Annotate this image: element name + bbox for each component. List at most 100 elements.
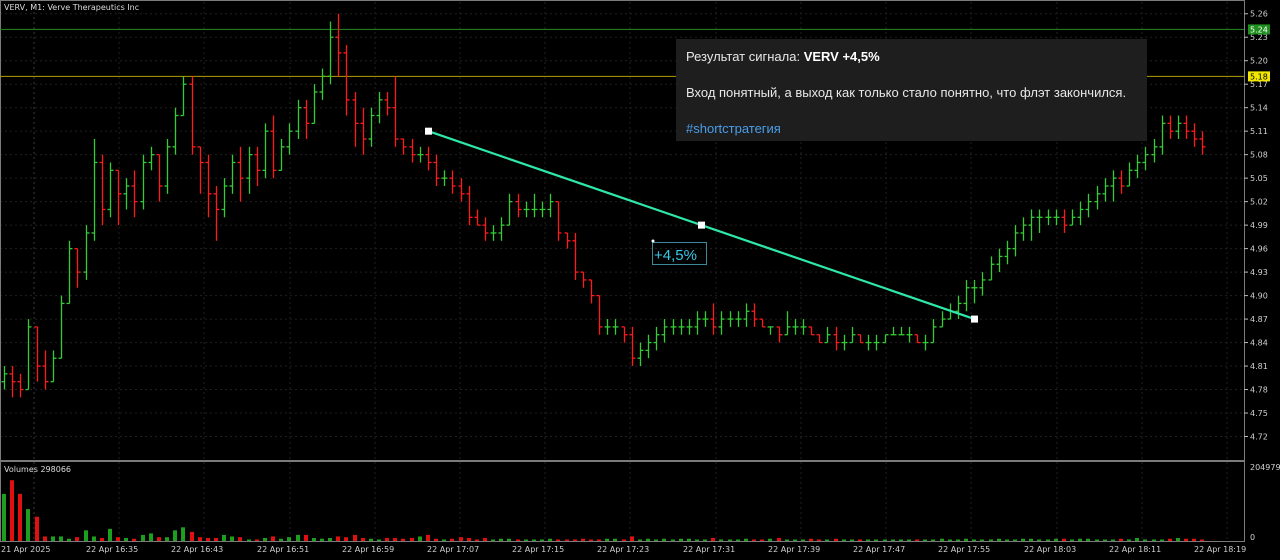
volume-panel-frame bbox=[0, 461, 1245, 542]
volume-bar bbox=[801, 539, 805, 541]
x-tick-label: 22 Apr 17:15 bbox=[512, 545, 564, 554]
price-badge-current bbox=[1248, 71, 1270, 82]
volume-bar bbox=[850, 539, 854, 541]
ohlc-bar bbox=[670, 319, 677, 335]
ohlc-bar bbox=[131, 170, 138, 218]
ohlc-series bbox=[1, 13, 1206, 398]
volume-bar bbox=[1200, 539, 1204, 541]
ohlc-bar bbox=[702, 311, 709, 327]
ohlc-bar bbox=[727, 311, 734, 327]
ohlc-bar bbox=[979, 272, 986, 296]
y-tick-label: 5.17 bbox=[1250, 80, 1268, 89]
volume-bar bbox=[866, 539, 870, 541]
volume-bar bbox=[198, 537, 202, 541]
ohlc-bar bbox=[988, 256, 995, 281]
volume-bar bbox=[410, 537, 414, 541]
ohlc-bar bbox=[197, 146, 204, 194]
volume-bar bbox=[35, 516, 39, 541]
ohlc-bar bbox=[963, 279, 970, 312]
price-badge-current-label: 5.18 bbox=[1250, 72, 1268, 81]
volume-bar bbox=[181, 527, 185, 541]
volume-bar bbox=[230, 536, 234, 541]
ohlc-bar bbox=[458, 178, 465, 202]
ohlc-bar bbox=[939, 311, 946, 328]
ohlc-bar bbox=[629, 326, 636, 367]
y-tick-label: 5.23 bbox=[1250, 33, 1268, 42]
ohlc-bar bbox=[1045, 209, 1052, 226]
volume-bar bbox=[532, 539, 536, 541]
ohlc-bar bbox=[865, 334, 872, 351]
volume-bar bbox=[10, 480, 14, 541]
ohlc-bar bbox=[400, 138, 407, 155]
y-tick-label: 4.93 bbox=[1250, 268, 1268, 277]
ohlc-bar bbox=[506, 193, 513, 226]
volume-bar bbox=[214, 537, 218, 541]
ohlc-bar bbox=[50, 350, 57, 383]
ohlc-bar bbox=[221, 178, 228, 218]
ohlc-bar bbox=[873, 334, 880, 351]
signal-title-prefix: Результат сигнала: bbox=[686, 49, 804, 64]
volume-bar bbox=[964, 538, 968, 541]
ohlc-bar bbox=[237, 146, 244, 202]
volume-bar bbox=[597, 539, 601, 541]
volume-bar bbox=[132, 538, 136, 541]
ohlc-bar bbox=[914, 334, 921, 344]
volume-bar bbox=[1127, 539, 1131, 541]
ohlc-bar bbox=[539, 201, 546, 218]
ohlc-bar bbox=[1004, 240, 1011, 265]
chart-symbol-label: VERV, M1: Verve Therapeutics Inc bbox=[4, 3, 139, 12]
x-tick-label: 22 Apr 16:59 bbox=[342, 545, 394, 554]
volume-bar bbox=[1135, 537, 1139, 541]
volume-bar bbox=[165, 537, 169, 541]
volume-bar bbox=[279, 538, 283, 541]
ohlc-bar bbox=[335, 13, 342, 77]
ohlc-bar bbox=[564, 232, 571, 249]
volume-bar bbox=[287, 537, 291, 541]
ohlc-bar bbox=[172, 107, 179, 155]
ohlc-bar bbox=[996, 248, 1003, 273]
ohlc-bar bbox=[392, 76, 399, 147]
volume-bar bbox=[353, 534, 357, 541]
ohlc-bar bbox=[1159, 115, 1166, 155]
volume-bar bbox=[271, 536, 275, 541]
y-tick-label: 5.20 bbox=[1250, 57, 1268, 66]
volume-bar bbox=[874, 539, 878, 541]
volume-bar bbox=[997, 538, 1001, 541]
volume-bar bbox=[679, 538, 683, 541]
volume-bar bbox=[516, 539, 520, 541]
volume-bar bbox=[687, 538, 691, 541]
x-tick-label: 22 Apr 17:31 bbox=[683, 545, 735, 554]
ohlc-bar bbox=[604, 319, 611, 335]
volume-bar bbox=[173, 530, 177, 541]
volume-bar bbox=[296, 534, 300, 541]
volume-bar bbox=[931, 539, 935, 541]
volume-bar bbox=[263, 537, 267, 541]
ohlc-bar bbox=[498, 217, 505, 241]
y-tick-label: 4.96 bbox=[1250, 245, 1268, 254]
ohlc-bar bbox=[930, 319, 937, 344]
volume-bar bbox=[255, 539, 259, 541]
ohlc-bar bbox=[1012, 225, 1019, 257]
signal-hashtag[interactable]: #shortстратегия bbox=[686, 121, 781, 136]
ohlc-bar bbox=[433, 154, 440, 186]
ohlc-bar bbox=[686, 319, 693, 335]
ohlc-bar bbox=[735, 311, 742, 327]
y-tick-label: 5.02 bbox=[1250, 198, 1268, 207]
volume-bar bbox=[581, 538, 585, 541]
ohlc-bar bbox=[205, 154, 212, 218]
trendline-handle bbox=[971, 315, 978, 323]
volume-bar bbox=[556, 539, 560, 541]
ohlc-bar bbox=[678, 319, 685, 335]
ohlc-bar bbox=[531, 193, 538, 218]
volume-bar bbox=[540, 539, 544, 541]
ohlc-bar bbox=[246, 146, 253, 194]
volume-bar bbox=[711, 537, 715, 541]
volume-bar bbox=[2, 493, 6, 541]
ohlc-bar bbox=[1061, 209, 1068, 233]
volume-bar bbox=[426, 534, 430, 541]
ohlc-bar bbox=[824, 326, 831, 344]
volume-bar bbox=[1078, 538, 1082, 541]
volume-bar bbox=[108, 528, 112, 541]
volume-bar bbox=[1086, 538, 1090, 541]
